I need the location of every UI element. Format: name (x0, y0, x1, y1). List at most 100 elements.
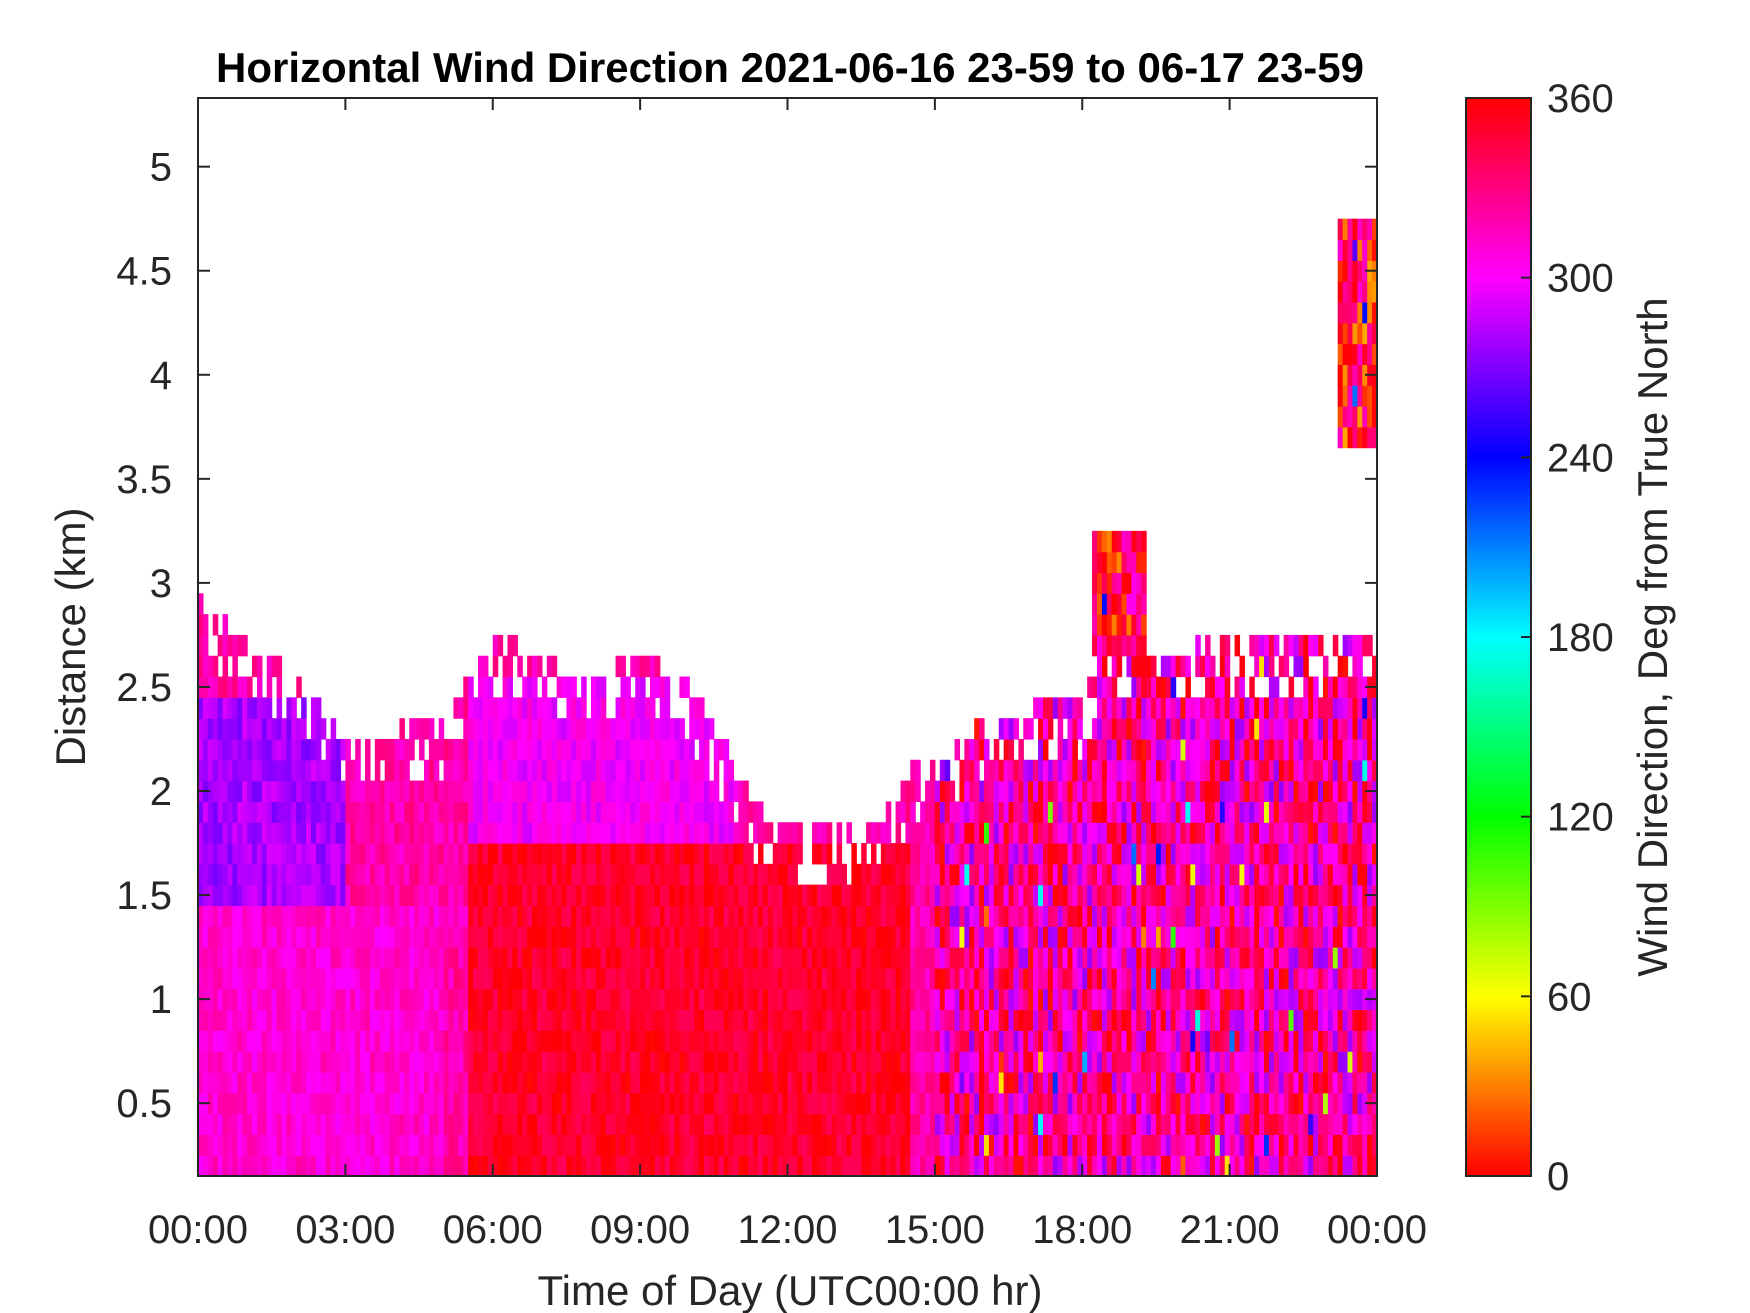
heatmap-cell (310, 1009, 317, 1031)
heatmap-cell (394, 1030, 401, 1052)
heatmap-cell (777, 1113, 784, 1135)
heatmap-cell (463, 1113, 469, 1135)
heatmap-cell (502, 884, 509, 907)
heatmap-cell (571, 780, 577, 802)
heatmap-cell (360, 926, 366, 948)
heatmap-cell (202, 947, 209, 969)
heatmap-cell (517, 1113, 523, 1135)
heatmap-cell (556, 863, 563, 886)
heatmap-cell (551, 863, 558, 886)
heatmap-cell (1234, 926, 1241, 948)
heatmap-cell (1038, 1134, 1044, 1156)
heatmap-cell (237, 1009, 243, 1031)
heatmap-cell (1195, 1071, 1201, 1094)
heatmap-cell (974, 1134, 980, 1156)
heatmap-cell (708, 1051, 715, 1073)
heatmap-cell (1116, 822, 1123, 844)
heatmap-cell (527, 988, 533, 1011)
heatmap-cell (419, 1092, 425, 1115)
heatmap-cell (261, 718, 268, 740)
heatmap-cell (266, 1030, 273, 1052)
heatmap-cell (315, 1134, 322, 1156)
heatmap-cell (1087, 884, 1093, 907)
heatmap-cell (1146, 655, 1152, 678)
heatmap-cell (1283, 1071, 1290, 1094)
heatmap-cell (934, 905, 941, 927)
heatmap-cell (767, 926, 774, 948)
heatmap-cell (1175, 1134, 1182, 1156)
heatmap-cell (974, 718, 980, 740)
heatmap-cell (1264, 759, 1270, 782)
heatmap-cell (1239, 780, 1245, 802)
heatmap-cell (625, 988, 631, 1011)
heatmap-cell (600, 822, 607, 844)
heatmap-cell (925, 884, 931, 907)
heatmap-cell (998, 1030, 1005, 1052)
heatmap-cell (404, 801, 410, 823)
heatmap-cell (900, 1155, 906, 1176)
heatmap-cell (296, 780, 302, 802)
heatmap-cell (969, 801, 975, 823)
heatmap-cell (600, 926, 607, 948)
heatmap-cell (1038, 759, 1044, 782)
heatmap-cell (988, 1113, 995, 1135)
heatmap-cell (458, 947, 464, 969)
heatmap-cell (1067, 718, 1074, 740)
heatmap-cell (699, 967, 705, 990)
heatmap-cell (718, 1134, 725, 1156)
heatmap-cell (1111, 905, 1118, 927)
heatmap-cell (247, 1030, 253, 1052)
heatmap-cell (890, 1030, 897, 1052)
heatmap-cell (1205, 676, 1211, 698)
heatmap-cell (306, 863, 312, 886)
heatmap-cell (1003, 1030, 1010, 1052)
heatmap-cell (703, 1155, 710, 1176)
heatmap-cell (492, 1113, 499, 1135)
heatmap-cell (856, 884, 862, 907)
heatmap-cell (920, 1071, 926, 1094)
heatmap-cell (409, 863, 415, 886)
heatmap-cell (787, 863, 794, 886)
heatmap-cell (1239, 1092, 1245, 1115)
heatmap-cell (733, 967, 739, 990)
heatmap-cell (468, 1092, 474, 1115)
heatmap-cell (227, 1009, 233, 1031)
heatmap-cell (640, 1113, 646, 1135)
heatmap-cell (404, 967, 410, 990)
heatmap-cell (296, 905, 302, 927)
heatmap-cell (1160, 1030, 1167, 1052)
heatmap-cell (301, 1071, 307, 1094)
heatmap-cell (591, 1051, 597, 1073)
heatmap-cell (541, 947, 548, 969)
heatmap-cell (1151, 822, 1157, 844)
heatmap-cell (1087, 926, 1093, 948)
heatmap-cell (394, 843, 401, 865)
heatmap-cell (482, 1051, 489, 1073)
heatmap-cell (1023, 1113, 1029, 1135)
heatmap-cell (1096, 551, 1103, 574)
heatmap-cell (541, 1030, 548, 1052)
heatmap-cell (345, 1009, 351, 1031)
heatmap-cell (423, 947, 430, 969)
heatmap-cell (1190, 1030, 1196, 1052)
heatmap-cell (556, 988, 563, 1011)
heatmap-cell (1239, 1134, 1245, 1156)
heatmap-cell (1052, 1030, 1059, 1052)
heatmap-cell (478, 655, 484, 678)
heatmap-cell (438, 1071, 445, 1094)
heatmap-cell (826, 884, 833, 907)
heatmap-cell (478, 947, 484, 969)
heatmap-cell (340, 947, 346, 969)
heatmap-cell (482, 697, 489, 719)
heatmap-cell (536, 1030, 543, 1052)
heatmap-cell (846, 1134, 852, 1156)
heatmap-cell (762, 1051, 769, 1073)
heatmap-cell (325, 1009, 332, 1031)
heatmap-cell (1111, 655, 1118, 678)
heatmap-cell (1195, 759, 1201, 782)
heatmap-cell (777, 1009, 784, 1031)
heatmap-cell (1082, 738, 1088, 761)
heatmap-cell (1175, 1030, 1182, 1052)
heatmap-cell (689, 718, 695, 740)
heatmap-cell (463, 738, 469, 761)
